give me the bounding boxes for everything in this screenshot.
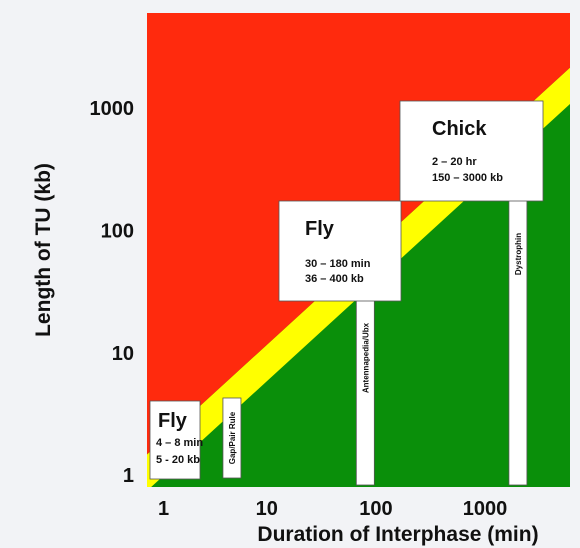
x-axis-title: Duration of Interphase (min) — [257, 523, 538, 546]
info-box: Fly 4 – 8 min 5 - 20 kb — [149, 400, 203, 480]
info-box-frame — [149, 400, 201, 480]
y-tick-label: 10 — [112, 343, 134, 365]
y-axis-title: Length of TU (kb) — [32, 163, 55, 337]
info-box-title: Fly — [158, 410, 188, 432]
x-tick-label: 10 — [256, 498, 278, 520]
annotation-bar: Dystrophin — [508, 188, 528, 486]
y-tick-label: 1 — [123, 465, 134, 487]
info-box-title: Fly — [305, 218, 335, 240]
x-tick-label: 100 — [359, 498, 392, 520]
info-box: Chick 2 – 20 hr 150 – 3000 kb — [399, 100, 544, 202]
annotation-bar-label: Dystrophin — [514, 233, 523, 275]
info-box-line: 30 – 180 min — [305, 258, 371, 270]
annotation-bar: Gap/Pair Rule — [222, 397, 242, 479]
info-box-line: 5 - 20 kb — [156, 454, 200, 466]
annotation-bar-label: Antennapedia/Ubx — [361, 322, 370, 393]
info-box-frame — [399, 100, 544, 202]
info-box-line: 2 – 20 hr — [432, 156, 477, 168]
y-tick-label: 100 — [101, 221, 134, 243]
annotation-bar: Antennapedia/Ubx — [355, 292, 375, 486]
info-box-line: 36 – 400 kb — [305, 273, 364, 285]
info-box-line: 4 – 8 min — [156, 437, 203, 449]
x-tick-label: 1 — [158, 498, 169, 520]
info-box-frame — [278, 200, 402, 302]
info-box-title: Chick — [432, 118, 487, 140]
x-tick-label: 1000 — [463, 498, 508, 520]
annotation-bar-label: Gap/Pair Rule — [228, 411, 237, 464]
annotation-bar-rect — [222, 397, 242, 479]
info-box-line: 150 – 3000 kb — [432, 172, 503, 184]
info-box: Fly 30 – 180 min 36 – 400 kb — [278, 200, 402, 302]
y-tick-label: 1000 — [90, 98, 135, 120]
